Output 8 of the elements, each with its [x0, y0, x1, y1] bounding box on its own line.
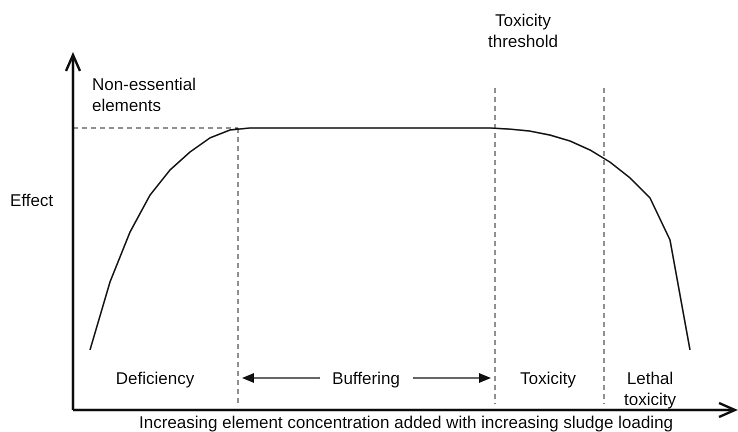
annotation: Deficiency: [116, 369, 195, 388]
y-axis-title: Effect: [10, 191, 54, 210]
annotation: Buffering: [332, 369, 400, 388]
text: Toxicity threshold: [488, 11, 558, 51]
text: Non-essential elements: [92, 75, 196, 115]
x-axis-title: Increasing element concentration added with increasing sludge loading: [139, 413, 673, 432]
annotation: Toxicity: [520, 369, 576, 388]
annotation: Lethal toxicity: [624, 369, 676, 409]
